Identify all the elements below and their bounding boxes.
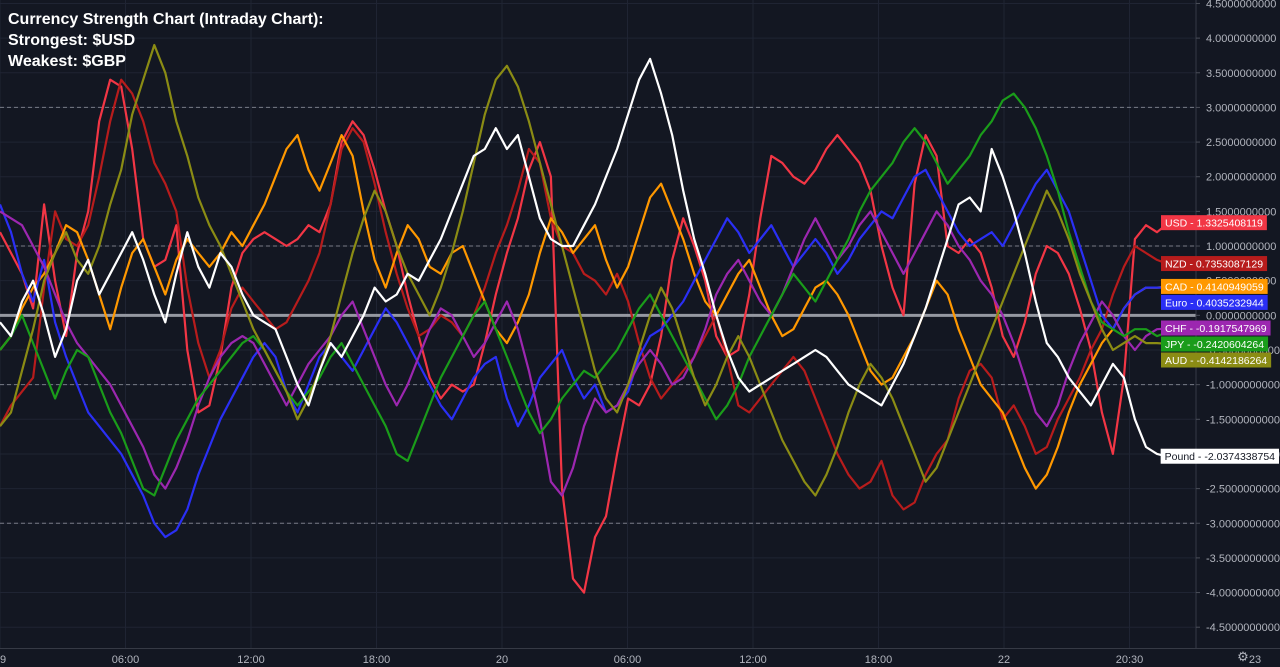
value-label-text: CHF - -0.1917547969 <box>1165 323 1267 335</box>
x-tick-label: 18:00 <box>363 654 391 666</box>
value-label-text: USD - 1.3325408119 <box>1165 218 1263 230</box>
x-tick-label: 22 <box>998 654 1010 666</box>
value-label-box <box>1161 320 1271 336</box>
series-value-labels: USD - 1.3325408119 NZD - 0.7353087129 CAD … <box>1160 215 1279 464</box>
value-label-box <box>1161 215 1267 231</box>
x-tick-label: 12:00 <box>739 654 767 666</box>
series-line-usd <box>0 78 1169 594</box>
x-tick-label: 20 <box>496 654 508 666</box>
y-tick-label: 3.0000000000 <box>1206 102 1276 114</box>
value-label-chf: CHF - -0.1917547969 <box>1161 320 1271 336</box>
y-tick-label: 1.0000000000 <box>1206 241 1276 253</box>
time-axis: 9 06:00 12:00 18:00 20 06:00 12:00 18:00 22 20:30… <box>0 648 1280 666</box>
x-tick-label: 18:00 <box>865 654 893 666</box>
value-label-box <box>1160 448 1279 464</box>
series-line-cad <box>0 134 1169 490</box>
series-line-euro <box>0 168 1168 539</box>
series-line-jpy <box>0 92 1169 497</box>
y-tick-label: 0.0000000000 <box>1206 310 1276 322</box>
gear-icon[interactable]: ⚙ <box>1237 649 1249 664</box>
y-tick-label: -4.5000000000 <box>1206 622 1280 634</box>
x-tick-label: 06:00 <box>614 654 642 666</box>
series-line-chf <box>0 210 1169 497</box>
value-label-box <box>1161 336 1269 352</box>
y-tick-label: 3.5000000000 <box>1206 68 1276 80</box>
y-tick-label: -1.0000000000 <box>1206 380 1280 392</box>
value-label-aud: AUD - -0.4142186264 <box>1161 352 1272 368</box>
value-label-cad: CAD - 0.4140949059 <box>1161 278 1268 294</box>
y-tick-label: 4.5000000000 <box>1206 0 1276 10</box>
value-label-text: CAD - 0.4140949059 <box>1165 281 1264 293</box>
reference-lines <box>0 106 1196 524</box>
y-tick-label: -3.0000000000 <box>1206 518 1280 530</box>
x-tick-label: 23 <box>1249 654 1261 666</box>
y-tick-label: 4.0000000000 <box>1206 33 1276 45</box>
x-tick-label: 12:00 <box>237 654 265 666</box>
x-tick-label: 06:00 <box>112 654 140 666</box>
y-tick-label: -4.0000000000 <box>1206 588 1280 600</box>
value-label-usd: USD - 1.3325408119 <box>1161 215 1267 231</box>
y-tick-label: -2.5000000000 <box>1206 484 1280 496</box>
value-label-box <box>1161 294 1268 310</box>
value-label-text: JPY - -0.2420604264 <box>1165 339 1264 351</box>
grid-layer <box>0 0 1256 648</box>
x-tick-label: 20:30 <box>1116 654 1144 666</box>
series-line-aud <box>0 43 1169 497</box>
value-label-text: NZD - 0.7353087129 <box>1165 259 1263 271</box>
value-label-text: Euro - 0.4035232944 <box>1165 297 1264 309</box>
y-tick-label: -1.5000000000 <box>1206 414 1280 426</box>
series-layer <box>0 43 1169 594</box>
value-label-box <box>1161 352 1272 368</box>
value-label-jpy: JPY - -0.2420604264 <box>1161 336 1269 352</box>
series-line-pound <box>0 57 1169 458</box>
x-tick-label: 9 <box>0 654 6 666</box>
y-tick-label: -3.5000000000 <box>1206 553 1280 565</box>
value-label-text: AUD - -0.4142186264 <box>1165 355 1267 367</box>
value-label-box <box>1161 278 1268 294</box>
value-label-text: Pound - -2.0374338754 <box>1165 451 1276 463</box>
y-tick-label: 2.0000000000 <box>1206 172 1276 184</box>
value-label-pound: Pound - -2.0374338754 <box>1160 448 1279 464</box>
value-label-box <box>1161 256 1268 272</box>
value-label-euro: Euro - 0.4035232944 <box>1161 294 1268 310</box>
value-label-nzd: NZD - 0.7353087129 <box>1161 256 1268 272</box>
y-tick-label: 2.5000000000 <box>1206 137 1276 149</box>
